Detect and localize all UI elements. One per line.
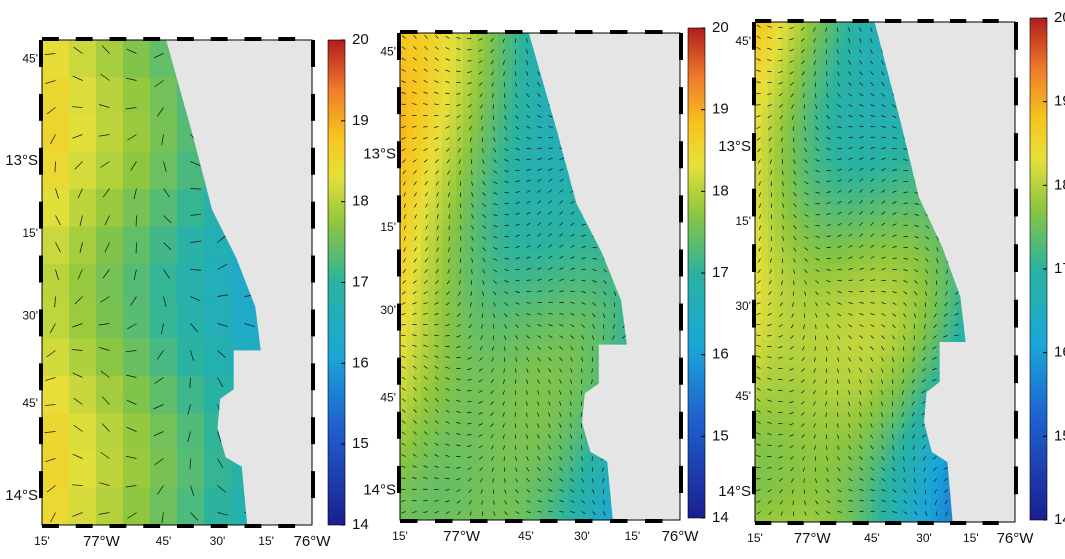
y-tick-label: 15' <box>735 214 751 228</box>
colorbar-tick-label: 18 <box>1054 176 1065 193</box>
y-tick-label: 14°S <box>718 483 751 500</box>
colorbar-tick-label: 19 <box>712 101 729 118</box>
y-tick-label: 15' <box>22 226 38 240</box>
colorbar-tick-label: 14 <box>712 509 729 526</box>
colorbar-tick-label: 16 <box>1054 344 1065 361</box>
x-tick-label: 77°W <box>443 528 481 545</box>
colorbar-tick-label: 15 <box>712 427 729 444</box>
colorbar-tick-label: 16 <box>712 346 729 363</box>
x-tick-label: 77°W <box>83 533 121 550</box>
y-tick-label: 45' <box>22 52 38 66</box>
colorbar-tick-label: 14 <box>352 516 369 533</box>
x-tick-label: 15' <box>392 529 408 543</box>
y-tick-label: 13°S <box>363 146 396 163</box>
map-panel: 45' 13°S 15' 30' 45' 14°S 15' 77°W 45' 30' 15' 76°W… <box>718 9 1065 547</box>
y-tick-label: 14°S <box>5 487 38 504</box>
x-tick-label: 15' <box>258 534 274 548</box>
x-tick-label: 45' <box>156 534 172 548</box>
colorbar-tick-label: 17 <box>352 273 369 290</box>
y-tick-label: 45' <box>380 390 396 404</box>
x-tick-label: 77°W <box>794 530 832 547</box>
x-tick-label: 30' <box>916 531 932 545</box>
x-tick-label: 76°W <box>662 528 700 545</box>
x-tick-label: 15' <box>747 531 763 545</box>
x-tick-label: 45' <box>864 531 880 545</box>
y-tick-label: 30' <box>22 309 38 323</box>
colorbar-tick-label: 15 <box>1054 427 1065 444</box>
colorbar-tick-label: 19 <box>1054 93 1065 110</box>
colorbar-tick-label: 15 <box>352 435 369 452</box>
colorbar-tick-label: 20 <box>712 19 729 36</box>
y-tick-label: 14°S <box>363 482 396 499</box>
colorbar-tick-label: 19 <box>352 112 369 129</box>
colorbar-tick-label: 17 <box>1054 260 1065 277</box>
colorbar-tick-label: 14 <box>1054 511 1065 528</box>
y-tick-label: 13°S <box>5 152 38 169</box>
colorbar-tick-label: 17 <box>712 264 729 281</box>
x-tick-label: 76°W <box>294 533 332 550</box>
y-tick-label: 30' <box>735 299 751 313</box>
colorbar-tick-label: 18 <box>352 193 369 210</box>
y-tick-label: 45' <box>380 45 396 59</box>
x-tick-label: 15' <box>963 531 979 545</box>
x-tick-label: 30' <box>210 534 226 548</box>
map-panel: 45' 13°S 15' 30' 45' 14°S 15' 77°W 45' 30' 15' 76°W… <box>5 31 368 550</box>
y-tick-label: 13°S <box>718 138 751 155</box>
x-tick-label: 15' <box>34 534 50 548</box>
x-tick-label: 76°W <box>997 530 1035 547</box>
x-tick-label: 45' <box>518 529 534 543</box>
map-panel: 45' 13°S 15' 30' 45' 14°S 15' 77°W 45' 30' 15' 76°W… <box>363 19 728 545</box>
x-tick-label: 30' <box>574 529 590 543</box>
y-tick-label: 15' <box>380 220 396 234</box>
colorbar-tick-label: 16 <box>352 354 369 371</box>
colorbar-tick-label: 20 <box>352 31 369 48</box>
y-tick-label: 45' <box>735 34 751 48</box>
colorbar-tick-label: 20 <box>1054 9 1065 26</box>
y-tick-label: 45' <box>22 396 38 410</box>
colorbar-tick-label: 18 <box>712 182 729 199</box>
y-tick-label: 45' <box>735 389 751 403</box>
x-tick-label: 15' <box>625 529 641 543</box>
y-tick-label: 30' <box>380 303 396 317</box>
